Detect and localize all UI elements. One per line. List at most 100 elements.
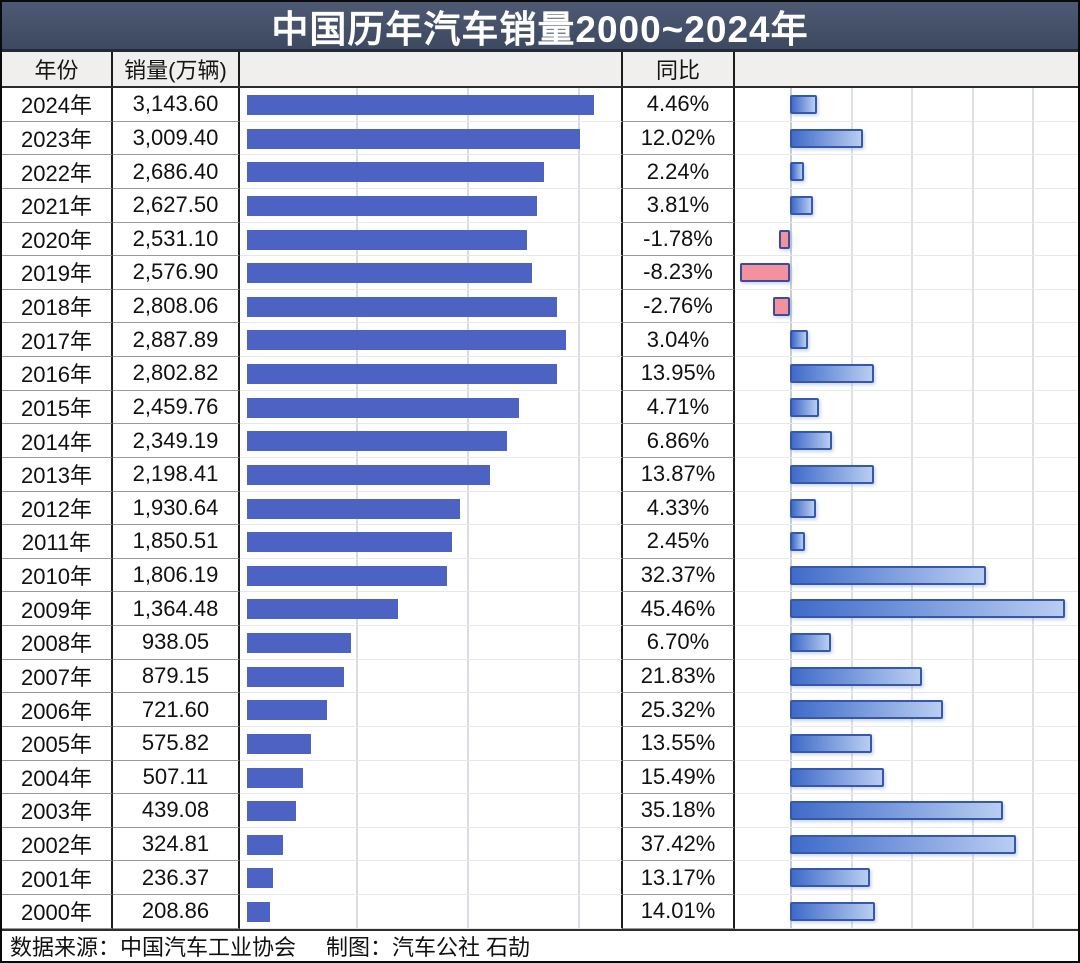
yoy-bar-cell <box>735 390 1078 425</box>
year-cell: 2015年 <box>2 390 113 425</box>
sales-cell: 2,808.06 <box>113 289 240 324</box>
year-cell: 2006年 <box>2 693 113 727</box>
table-row: 2002年 324.81 37.42% <box>2 827 1078 862</box>
sales-bar <box>247 666 345 687</box>
yoy-cell: 14.01% <box>623 895 735 929</box>
yoy-cell: 4.71% <box>623 390 735 425</box>
yoy-bar <box>790 666 923 686</box>
table-header: 年份 销量(万辆) 同比 <box>2 52 1078 88</box>
yoy-bar <box>790 464 874 484</box>
year-cell: 2010年 <box>2 558 113 593</box>
sales-cell: 507.11 <box>113 760 240 795</box>
sales-cell: 3,143.60 <box>113 88 240 122</box>
sales-bar-cell <box>240 390 623 425</box>
table-row: 2006年 721.60 25.32% <box>2 693 1078 727</box>
table-body: 2024年 3,143.60 4.46% 2023年 3,009.40 12.0… <box>2 88 1078 929</box>
sales-bar <box>247 162 544 183</box>
sales-bar <box>247 565 447 586</box>
year-cell: 2019年 <box>2 256 113 290</box>
year-cell: 2018年 <box>2 289 113 324</box>
yoy-bar-cell <box>735 693 1078 727</box>
yoy-bar <box>790 599 1065 619</box>
sales-bar <box>247 128 580 149</box>
sales-bar-cell <box>240 525 623 559</box>
sales-bar-cell <box>240 760 623 795</box>
yoy-bar-cell <box>735 457 1078 492</box>
sales-bar <box>247 868 274 889</box>
year-cell: 2012年 <box>2 491 113 526</box>
year-cell: 2024年 <box>2 88 113 122</box>
yoy-cell: 21.83% <box>623 659 735 694</box>
table-row: 2021年 2,627.50 3.81% <box>2 188 1078 223</box>
yoy-cell: 32.37% <box>623 558 735 593</box>
sales-cell: 236.37 <box>113 861 240 895</box>
yoy-cell: 2.24% <box>623 155 735 189</box>
yoy-cell: 37.42% <box>623 827 735 862</box>
sales-cell: 3,009.40 <box>113 121 240 156</box>
sales-cell: 1,364.48 <box>113 592 240 626</box>
table-row: 2023年 3,009.40 12.02% <box>2 121 1078 156</box>
yoy-bar-cell <box>735 491 1078 526</box>
yoy-cell: 12.02% <box>623 121 735 156</box>
sales-bar-cell <box>240 256 623 290</box>
table-row: 2000年 208.86 14.01% <box>2 895 1078 929</box>
sales-bar-cell <box>240 424 623 458</box>
sales-bar-cell <box>240 693 623 727</box>
table-row: 2022年 2,686.40 2.24% <box>2 155 1078 189</box>
yoy-cell: 13.55% <box>623 726 735 761</box>
yoy-bar-cell <box>735 861 1078 895</box>
yoy-cell: -2.76% <box>623 289 735 324</box>
yoy-bar <box>790 565 986 585</box>
yoy-bar <box>790 767 884 787</box>
table-row: 2020年 2,531.10 -1.78% <box>2 222 1078 257</box>
sales-bar <box>247 229 527 250</box>
sales-cell: 2,531.10 <box>113 222 240 257</box>
table-row: 2001年 236.37 13.17% <box>2 861 1078 895</box>
sales-bar-cell <box>240 155 623 189</box>
yoy-bar-cell <box>735 323 1078 357</box>
table-row: 2009年 1,364.48 45.46% <box>2 592 1078 626</box>
year-cell: 2002年 <box>2 827 113 862</box>
sales-bar-cell <box>240 827 623 862</box>
page-title: 中国历年汽车销量2000~2024年 <box>271 8 809 50</box>
table-row: 2016年 2,802.82 13.95% <box>2 357 1078 391</box>
year-cell: 2008年 <box>2 626 113 660</box>
sales-bar-cell <box>240 121 623 156</box>
yoy-cell: 3.04% <box>623 323 735 357</box>
credit-text: 制图：汽车公社 石劼 <box>326 935 531 960</box>
header-sales: 销量(万辆) <box>113 52 240 86</box>
table-row: 2013年 2,198.41 13.87% <box>2 457 1078 492</box>
yoy-bar <box>790 195 814 215</box>
table-row: 2019年 2,576.90 -8.23% <box>2 256 1078 290</box>
table-row: 2015年 2,459.76 4.71% <box>2 390 1078 425</box>
sales-bar-cell <box>240 491 623 526</box>
sales-cell: 1,850.51 <box>113 525 240 559</box>
year-cell: 2016年 <box>2 357 113 391</box>
sales-bar <box>247 700 327 721</box>
sales-cell: 2,686.40 <box>113 155 240 189</box>
yoy-bar-cell <box>735 222 1078 257</box>
yoy-bar <box>740 263 790 283</box>
table-row: 2004年 507.11 15.49% <box>2 760 1078 795</box>
year-cell: 2007年 <box>2 659 113 694</box>
year-cell: 2023年 <box>2 121 113 156</box>
table-row: 2012年 1,930.64 4.33% <box>2 491 1078 526</box>
year-cell: 2013年 <box>2 457 113 492</box>
yoy-cell: 6.70% <box>623 626 735 660</box>
yoy-bar-cell <box>735 827 1078 862</box>
year-cell: 2020年 <box>2 222 113 257</box>
yoy-bar <box>790 162 804 182</box>
sales-bar <box>247 633 351 653</box>
yoy-cell: 13.17% <box>623 861 735 895</box>
year-cell: 2017年 <box>2 323 113 357</box>
sales-bar-cell <box>240 794 623 828</box>
sales-bar <box>247 195 538 216</box>
yoy-bar-cell <box>735 424 1078 458</box>
yoy-bar <box>790 532 805 552</box>
yoy-bar-cell <box>735 357 1078 391</box>
sales-bar <box>247 296 558 317</box>
sales-cell: 324.81 <box>113 827 240 862</box>
year-cell: 2009年 <box>2 592 113 626</box>
yoy-bar-cell <box>735 88 1078 122</box>
sales-bar-cell <box>240 289 623 324</box>
